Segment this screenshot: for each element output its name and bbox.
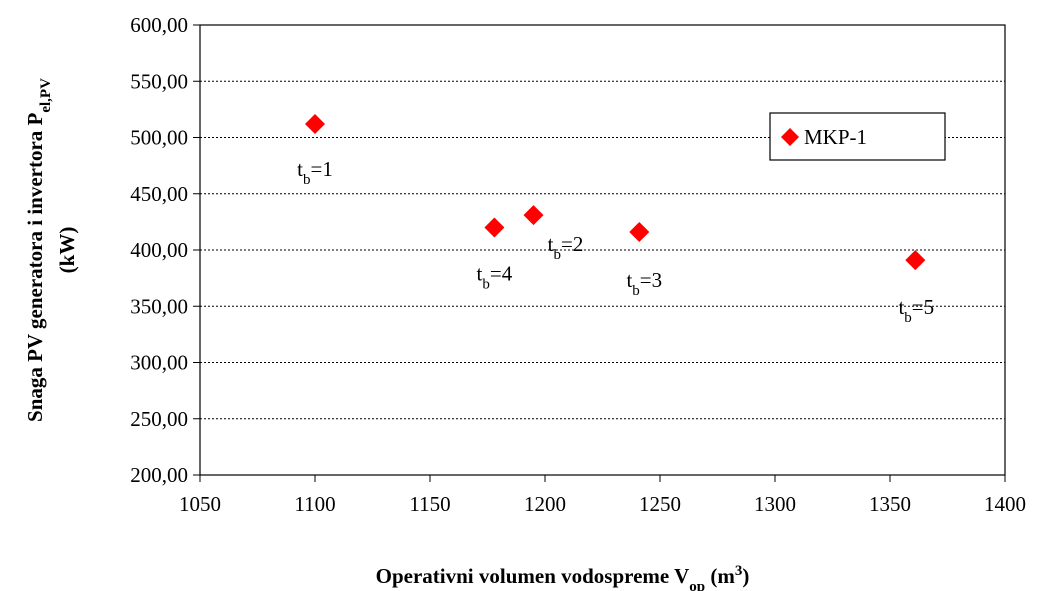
y-tick-label: 550,00 — [130, 69, 188, 93]
y-tick-label: 450,00 — [130, 182, 188, 206]
text-part: t — [477, 262, 483, 286]
text-part: t — [297, 157, 303, 181]
text-part: t — [898, 295, 904, 319]
y-axis-title: Snaga PV generatora i invertora Pel,PV — [23, 78, 54, 422]
text-part: 3 — [735, 563, 743, 579]
x-tick-label: 1150 — [409, 492, 450, 516]
y-tick-label: 600,00 — [130, 13, 188, 37]
text-part: b — [904, 310, 912, 326]
text-part: =4 — [490, 262, 513, 286]
y-tick-label: 250,00 — [130, 407, 188, 431]
text-part: b — [632, 283, 640, 299]
text-part: =3 — [640, 268, 662, 292]
point — [629, 222, 650, 242]
point — [484, 217, 505, 238]
text-part: =5 — [912, 295, 934, 319]
x-tick-label: 1250 — [639, 492, 681, 516]
text-part: t — [626, 268, 632, 292]
text-part: (kW) — [55, 227, 79, 274]
text-part: b — [554, 247, 562, 263]
text-part: (m — [705, 564, 735, 588]
x-tick-label: 1350 — [869, 492, 911, 516]
point — [523, 205, 544, 226]
text-part: ) — [742, 564, 749, 588]
x-tick-label: 1400 — [984, 492, 1026, 516]
y-tick-label: 350,00 — [130, 294, 188, 318]
x-tick-label: 1200 — [524, 492, 566, 516]
point-label: tb=3 — [626, 268, 662, 299]
point — [905, 250, 926, 271]
y-tick-label: 200,00 — [130, 463, 188, 487]
point-label: tb=5 — [898, 295, 934, 326]
text-part: Operativni volumen vodospreme V — [376, 564, 690, 588]
text-part: el,PV — [38, 78, 54, 113]
y-tick-label: 300,00 — [130, 351, 188, 375]
text-part: b — [303, 172, 311, 188]
point — [305, 114, 325, 134]
x-tick-label: 1300 — [754, 492, 796, 516]
point-label: tb=2 — [548, 232, 584, 263]
text-part: =2 — [561, 232, 583, 256]
point-label: tb=4 — [477, 262, 513, 293]
x-tick-label: 1050 — [179, 492, 221, 516]
text-part: b — [482, 277, 490, 293]
y-tick-label: 400,00 — [130, 238, 188, 262]
text-part: t — [548, 232, 554, 256]
x-tick-label: 1100 — [294, 492, 335, 516]
y-axis-title: (kW) — [55, 227, 79, 274]
text-part: =1 — [311, 157, 333, 181]
y-tick-label: 500,00 — [130, 126, 188, 150]
text-part: op — [689, 579, 705, 591]
x-axis-title: Operativni volumen vodospreme Vop (m3) — [376, 563, 750, 591]
point-label: tb=1 — [297, 157, 333, 188]
legend-box — [769, 112, 946, 161]
legend-marker — [781, 128, 799, 146]
plot-frame — [199, 24, 1006, 476]
text-part: Snaga PV generatora i invertora P — [23, 112, 47, 421]
legend-label: MKP-1 — [804, 125, 867, 149]
